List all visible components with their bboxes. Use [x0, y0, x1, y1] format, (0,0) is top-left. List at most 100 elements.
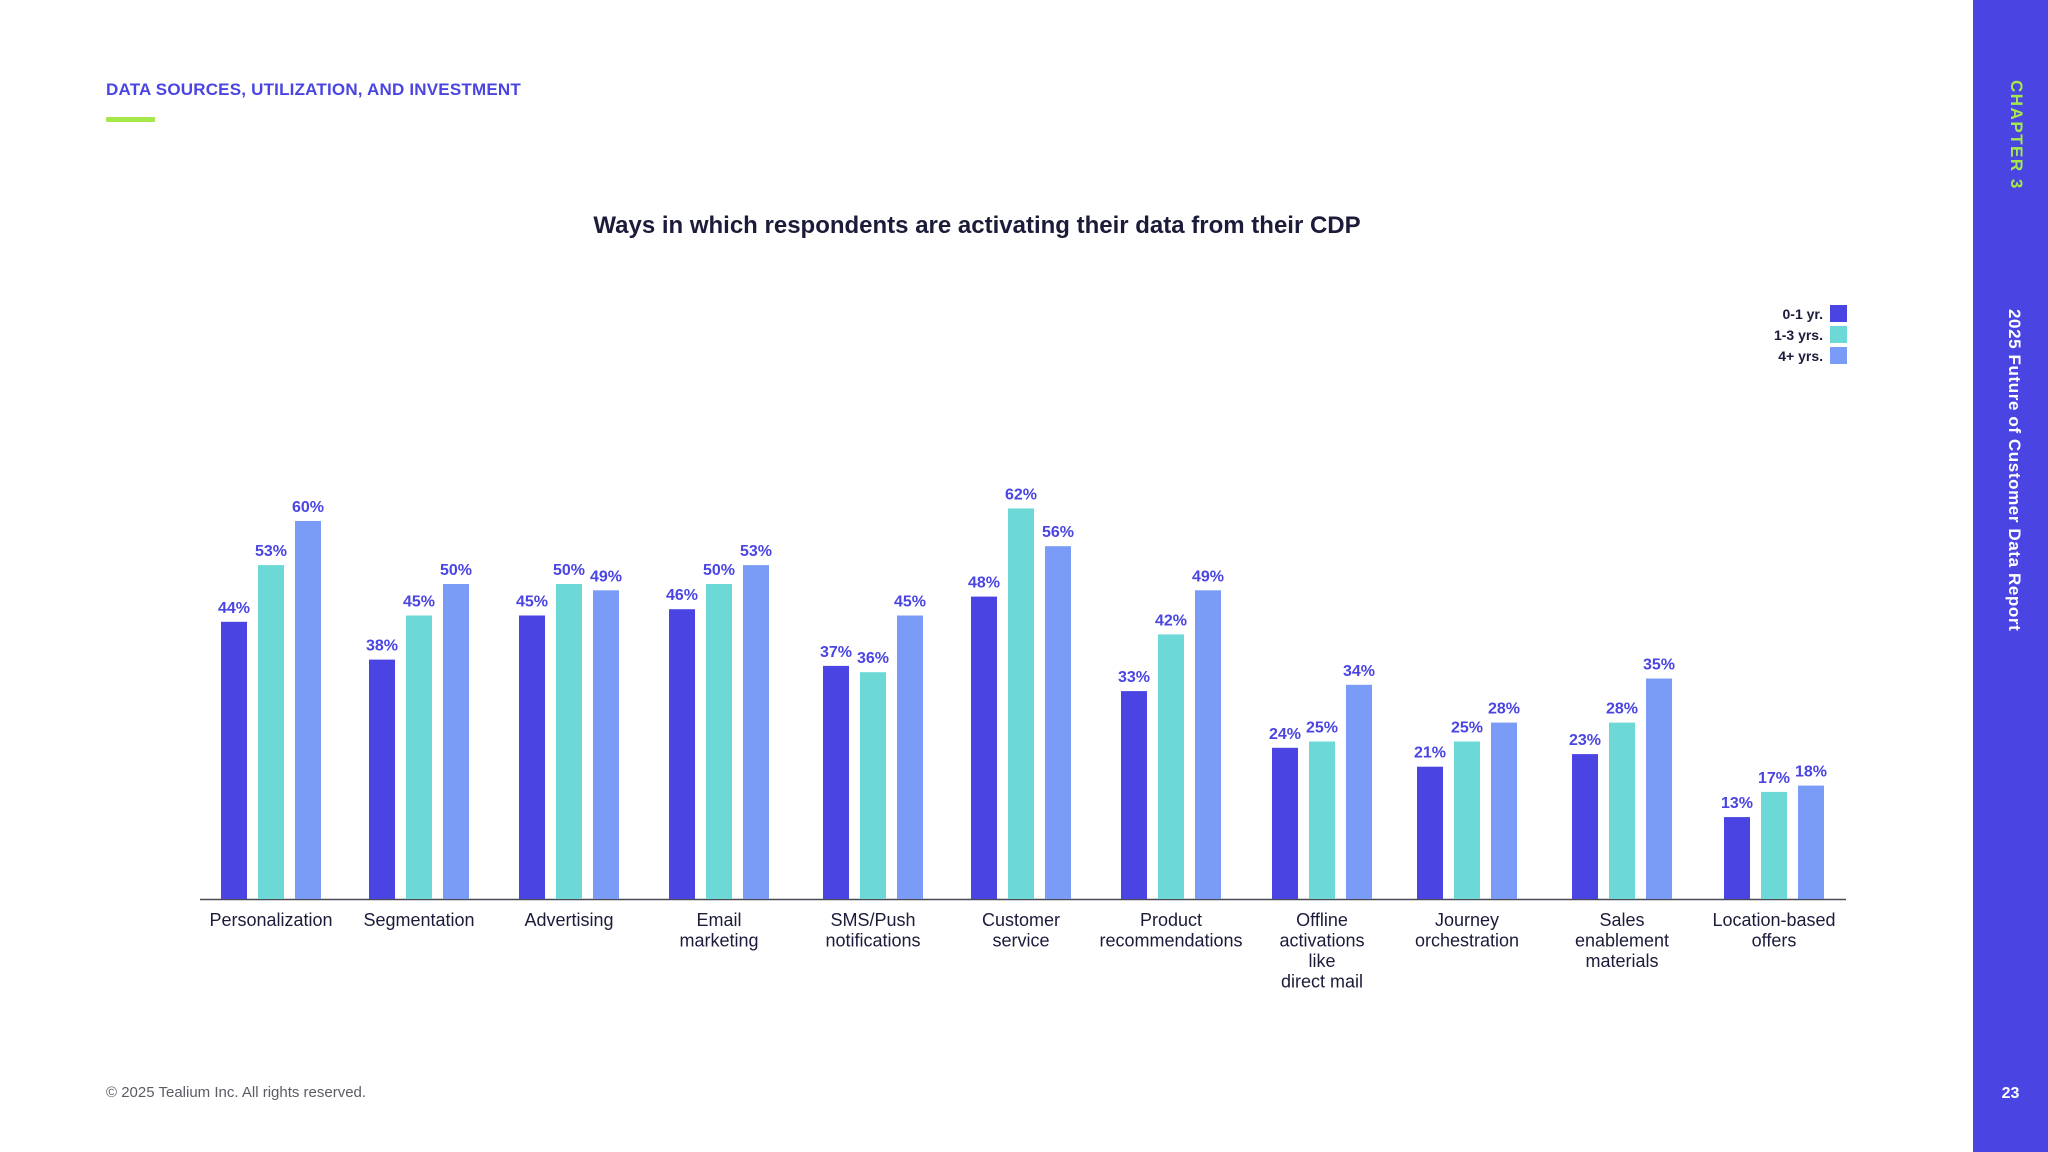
bar-10-series-1	[1572, 754, 1598, 899]
data-label: 53%	[740, 543, 772, 560]
x-tick-label: Email marketing	[679, 910, 758, 951]
bar-4-series-2	[706, 584, 732, 899]
chapter-sidebar	[1973, 0, 2048, 1152]
legend-label: 4+ yrs.	[1778, 347, 1823, 364]
legend-swatch	[1830, 326, 1847, 343]
data-label: 24%	[1269, 726, 1301, 743]
bar-7-series-1	[1121, 691, 1147, 899]
x-tick-label: Personalization	[209, 910, 332, 930]
x-tick-label-line: Offline	[1296, 910, 1348, 930]
bar-3-series-1	[519, 615, 545, 899]
bar-6-series-2	[1008, 508, 1034, 899]
x-tick-label: Advertising	[524, 910, 613, 930]
footer-copyright: © 2025 Tealium Inc. All rights reserved.	[106, 1084, 367, 1101]
bar-1-series-1	[221, 621, 247, 899]
data-label: 48%	[968, 575, 1000, 592]
bar-7-series-2	[1158, 634, 1184, 899]
bar-5-series-3	[897, 615, 923, 899]
bar-8-series-3	[1346, 684, 1372, 899]
x-tick-label: SMS/Push notifications	[825, 910, 920, 951]
data-label: 44%	[218, 600, 250, 617]
data-label: 25%	[1306, 720, 1338, 737]
bar-8-series-2	[1309, 741, 1335, 899]
bar-11-series-3	[1798, 785, 1824, 899]
data-label: 17%	[1758, 770, 1790, 787]
x-tick-label-line: marketing	[679, 931, 758, 951]
bar-9-series-3	[1491, 722, 1517, 899]
x-tick-label-line: direct mail	[1281, 972, 1363, 992]
x-tick-label-line: offers	[1752, 931, 1797, 951]
data-label: 36%	[857, 650, 889, 667]
x-tick-label-line: Location-based	[1712, 910, 1835, 930]
data-label: 21%	[1414, 745, 1446, 762]
bar-2-series-2	[406, 615, 432, 899]
data-label: 56%	[1042, 524, 1074, 541]
x-tick-label-line: activations	[1279, 931, 1364, 951]
data-label: 34%	[1343, 663, 1375, 680]
bar-6-series-1	[971, 596, 997, 899]
x-tick-label-line: Product	[1140, 910, 1202, 930]
bar-1-series-3	[295, 521, 321, 899]
data-label: 28%	[1606, 701, 1638, 718]
x-tick-label-line: orchestration	[1415, 931, 1519, 951]
bar-11-series-1	[1724, 817, 1750, 899]
chart-title: Ways in which respondents are activating…	[593, 212, 1361, 239]
section-title: DATA SOURCES, UTILIZATION, AND INVESTMEN…	[106, 80, 521, 99]
x-tick-label-line: materials	[1585, 951, 1658, 971]
chart-legend: 0-1 yr. 1-3 yrs. 4+ yrs.	[1774, 303, 1847, 366]
x-tick-label-line: Sales	[1599, 910, 1644, 930]
x-tick-label-line: Journey	[1435, 910, 1499, 930]
bar-3-series-3	[593, 590, 619, 899]
data-label: 62%	[1005, 486, 1037, 503]
bar-4-series-3	[743, 565, 769, 899]
legend-item-0-1-yr: 0-1 yr.	[1774, 303, 1847, 324]
data-label: 13%	[1721, 795, 1753, 812]
data-label: 33%	[1118, 669, 1150, 686]
data-label: 18%	[1795, 764, 1827, 781]
data-label: 53%	[255, 543, 287, 560]
x-tick-label-line: enablement	[1575, 931, 1669, 951]
data-label: 50%	[703, 562, 735, 579]
bar-7-series-3	[1195, 590, 1221, 899]
bar-9-series-2	[1454, 741, 1480, 899]
bar-chart: 44% 53% 60% Personalization 38% 45% 50% Segment…	[200, 486, 1846, 992]
legend-label: 1-3 yrs.	[1773, 326, 1823, 343]
data-label: 45%	[403, 594, 435, 611]
data-label: 49%	[590, 568, 622, 585]
legend-label: 0-1 yr.	[1782, 305, 1823, 322]
bar-3-series-2	[556, 584, 582, 899]
data-label: 45%	[894, 594, 926, 611]
bar-9-series-1	[1417, 766, 1443, 899]
data-label: 50%	[553, 562, 585, 579]
data-label: 35%	[1643, 657, 1675, 674]
x-tick-label-line: Customer	[982, 910, 1060, 930]
data-label: 46%	[666, 587, 698, 604]
x-tick-label-line: SMS/Push	[830, 910, 915, 930]
bar-5-series-2	[860, 672, 886, 899]
bar-10-series-3	[1646, 678, 1672, 899]
x-tick-label-line: Personalization	[209, 910, 332, 930]
bar-4-series-1	[669, 609, 695, 899]
chapter-label: CHAPTER 3	[2007, 80, 2026, 190]
x-tick-label-line: like	[1308, 951, 1335, 971]
bar-11-series-2	[1761, 791, 1787, 899]
data-label: 49%	[1192, 568, 1224, 585]
x-tick-label: Product recommendations	[1099, 910, 1242, 951]
data-label: 42%	[1155, 612, 1187, 629]
data-label: 60%	[292, 499, 324, 516]
page-number: 23	[2001, 1085, 2020, 1102]
bar-6-series-3	[1045, 546, 1071, 899]
legend-item-1-3-yrs: 1-3 yrs.	[1774, 324, 1847, 345]
x-tick-label: Journey orchestration	[1415, 910, 1519, 951]
x-tick-label: Sales enablement materials	[1575, 910, 1669, 971]
legend-swatch	[1830, 347, 1847, 364]
data-label: 23%	[1569, 732, 1601, 749]
bar-2-series-3	[443, 584, 469, 899]
x-tick-label: Location-based offers	[1712, 910, 1835, 951]
x-tick-label-line: Email	[696, 910, 741, 930]
bar-5-series-1	[823, 665, 849, 899]
x-tick-label-line: recommendations	[1099, 931, 1242, 951]
data-label: 28%	[1488, 701, 1520, 718]
data-label: 25%	[1451, 720, 1483, 737]
data-label: 38%	[366, 638, 398, 655]
